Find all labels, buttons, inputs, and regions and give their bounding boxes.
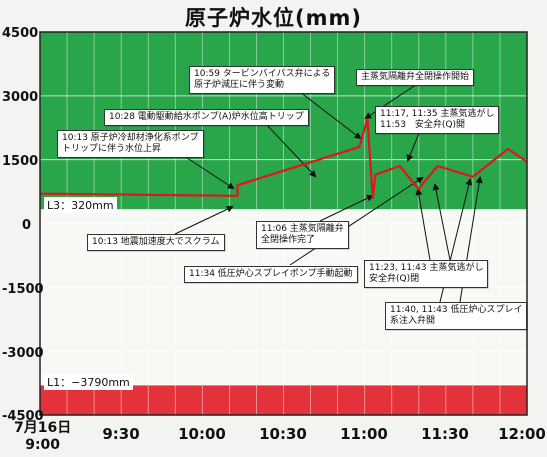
leader-arrow bbox=[299, 91, 362, 140]
y-tick-label: -4500 bbox=[2, 409, 44, 424]
leader-arrow bbox=[406, 130, 421, 162]
chart-title: 原子炉水位(mm) bbox=[185, 6, 362, 30]
leader-arrow bbox=[289, 176, 424, 266]
level-label-l1: L1：−3790mm bbox=[44, 374, 133, 390]
x-tick-label: 10:30 bbox=[259, 425, 307, 443]
y-tick-label: 0 bbox=[22, 218, 32, 233]
annotation-turbine-bypass: 10:59 タービンバイパス弁による 原子炉減圧に伴う変動 bbox=[189, 66, 336, 94]
level-label-l3: L3：320mm bbox=[44, 197, 117, 213]
annotation-lpcs-pump-start: 11:34 低圧炉心スプレイポンプ手動起動 bbox=[184, 266, 358, 283]
y-tick-label: 4500 bbox=[2, 26, 39, 41]
x-tick-label: 10:00 bbox=[178, 425, 226, 443]
x-tick-label-start: 7月16日 9:00 bbox=[14, 420, 71, 454]
y-tick-label: 3000 bbox=[2, 90, 39, 105]
x-tick-label: 11:30 bbox=[421, 425, 469, 443]
leader-arrow bbox=[174, 205, 234, 235]
annotation-cleanup-pump-trip: 10:13 原子炉冷却材浄化系ポンプ トリップに伴う水位上昇 bbox=[57, 130, 204, 158]
x-tick-label: 9:30 bbox=[102, 425, 140, 443]
annotation-msiv-close-start: 主蒸気隔離弁全閉操作開始 bbox=[356, 69, 475, 86]
x-tick-time: 9:00 bbox=[25, 437, 61, 453]
leader-arrow bbox=[432, 183, 451, 261]
leader-arrow bbox=[415, 188, 431, 261]
y-tick-label: -3000 bbox=[2, 346, 44, 361]
annotation-msiv-close-done: 11:06 主蒸気隔離弁 全閉操作完了 bbox=[256, 221, 349, 249]
annotation-scram: 10:13 地震加速度大でスクラム bbox=[87, 234, 225, 251]
water-level-line bbox=[39, 118, 528, 200]
y-tick-label: -1500 bbox=[2, 282, 44, 297]
leader-arrow bbox=[319, 195, 374, 222]
annotation-feedwater-trip: 10:28 電動駆動給水ポンプ(A)炉水位高トリップ bbox=[104, 109, 309, 126]
annotation-lpcs-valve-open: 11:40, 11:43 低圧炉心スプレイ 系注入弁開 bbox=[385, 302, 528, 330]
leader-arrow bbox=[264, 122, 317, 178]
x-tick-label: 11:00 bbox=[340, 425, 388, 443]
annotation-srv-open: 11:17, 11:35 主蒸気逃がし 11:53 安全弁(Q)開 bbox=[375, 106, 500, 134]
x-tick-label: 12:00 bbox=[498, 425, 546, 443]
annotation-srv-close: 11:23, 11:43 主蒸気逃がし 安全弁(Q)閉 bbox=[364, 260, 489, 288]
y-tick-label: 1500 bbox=[2, 154, 39, 169]
x-tick-date: 7月16日 bbox=[14, 420, 72, 436]
